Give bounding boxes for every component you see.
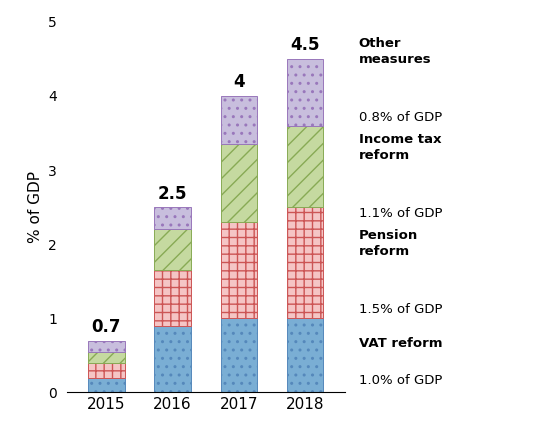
Text: 4.5: 4.5: [290, 37, 320, 54]
Text: Other
measures: Other measures: [359, 37, 431, 66]
Text: 2.5: 2.5: [158, 185, 187, 203]
Text: Pension
reform: Pension reform: [359, 229, 418, 259]
Text: 1.1% of GDP: 1.1% of GDP: [359, 207, 442, 220]
Bar: [287, 318, 323, 392]
Text: 0.8% of GDP: 0.8% of GDP: [359, 111, 442, 124]
Bar: [88, 363, 125, 378]
Text: 4: 4: [233, 74, 245, 92]
Bar: [221, 222, 257, 318]
Bar: [221, 96, 257, 144]
Text: 1.5% of GDP: 1.5% of GDP: [359, 303, 442, 317]
Bar: [221, 144, 257, 222]
Text: Income tax
reform: Income tax reform: [359, 133, 441, 162]
Text: 0.7: 0.7: [92, 318, 121, 336]
Bar: [88, 341, 125, 351]
Bar: [221, 318, 257, 392]
Text: VAT reform: VAT reform: [359, 337, 442, 350]
Bar: [155, 270, 191, 326]
Bar: [88, 378, 125, 392]
Bar: [287, 207, 323, 318]
Bar: [88, 351, 125, 363]
Bar: [155, 207, 191, 229]
Bar: [287, 59, 323, 126]
Y-axis label: % of GDP: % of GDP: [28, 171, 43, 243]
Bar: [155, 229, 191, 270]
Bar: [287, 126, 323, 207]
Text: 1.0% of GDP: 1.0% of GDP: [359, 374, 442, 387]
Bar: [155, 326, 191, 392]
